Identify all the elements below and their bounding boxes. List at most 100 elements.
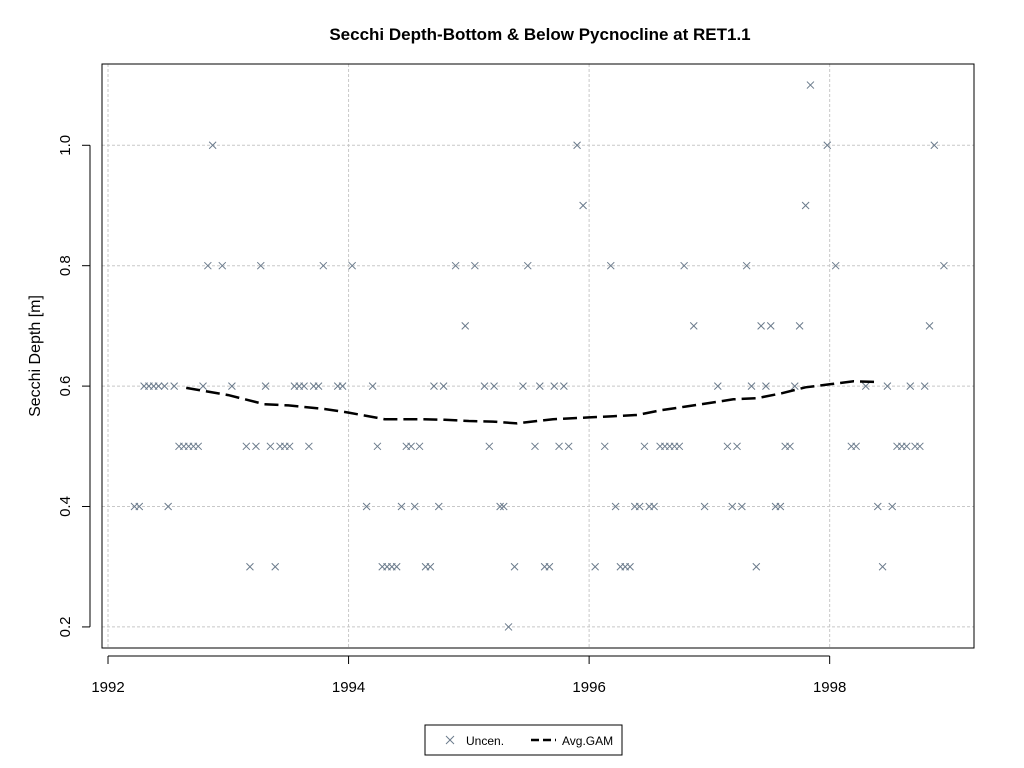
data-point	[252, 442, 260, 451]
data-point	[535, 382, 544, 390]
data-point	[203, 261, 212, 270]
data-point	[795, 322, 804, 330]
y-tick-label: 0.8	[57, 255, 74, 276]
data-point	[930, 141, 939, 150]
data-point	[906, 382, 915, 390]
y-tick-label: 1.0	[57, 135, 74, 156]
data-point	[485, 442, 494, 451]
data-point	[499, 502, 508, 511]
y-tick-label: 0.2	[57, 616, 74, 637]
data-point	[902, 442, 911, 451]
legend: Uncen. Avg.GAM	[424, 724, 623, 756]
data-point	[519, 382, 527, 390]
data-point	[626, 562, 634, 571]
data-point	[228, 382, 236, 390]
data-point	[591, 562, 599, 571]
data-point	[883, 382, 892, 390]
data-point	[766, 322, 775, 330]
data-point	[747, 382, 756, 390]
gam-line	[185, 380, 875, 425]
legend-label-uncen: Uncen.	[466, 734, 504, 748]
legend-marker-uncen	[445, 735, 455, 745]
data-point	[373, 442, 382, 451]
data-points	[130, 81, 948, 631]
data-point	[305, 442, 313, 451]
data-point	[368, 382, 377, 390]
data-point	[606, 261, 615, 270]
data-point	[852, 442, 860, 451]
data-point	[713, 382, 722, 390]
data-point	[728, 502, 737, 511]
data-point	[392, 562, 401, 571]
data-point	[600, 442, 609, 451]
data-point	[271, 562, 280, 571]
data-point	[471, 261, 479, 270]
data-point	[490, 382, 498, 390]
data-point	[218, 261, 227, 270]
data-point	[154, 382, 163, 390]
data-point	[362, 502, 371, 511]
chart-title: Secchi Depth-Bottom & Below Pycnocline a…	[329, 25, 750, 44]
data-point	[635, 502, 644, 511]
data-point	[700, 502, 709, 511]
y-tick-label: 0.4	[57, 496, 74, 517]
data-point	[504, 623, 513, 631]
plot-border	[101, 63, 975, 649]
data-point	[786, 442, 794, 451]
data-point	[208, 141, 217, 150]
data-point	[790, 382, 799, 390]
data-point	[242, 442, 251, 451]
data-point	[410, 502, 419, 511]
data-point	[742, 261, 751, 270]
data-point	[831, 261, 840, 270]
data-point	[496, 502, 504, 511]
data-point	[170, 382, 179, 390]
data-point	[451, 261, 460, 270]
x-tick-label: 1998	[813, 679, 846, 696]
data-point	[762, 382, 770, 390]
data-point	[194, 442, 203, 451]
data-point	[550, 382, 559, 390]
data-point	[611, 502, 620, 511]
grid	[102, 64, 974, 648]
data-point	[888, 502, 897, 511]
data-point	[461, 322, 470, 330]
data-point	[266, 442, 275, 451]
data-point	[560, 382, 568, 390]
data-point	[160, 382, 169, 390]
data-point	[338, 382, 347, 390]
data-point	[675, 442, 684, 451]
x-tick-label: 1996	[572, 679, 605, 696]
data-point	[723, 442, 732, 451]
data-point	[199, 382, 207, 390]
data-point	[415, 442, 424, 451]
y-axis-label: Secchi Depth [m]	[27, 295, 44, 417]
data-point	[261, 382, 270, 390]
y-axis: 0.2 0.4 0.6 0.8 1.0	[57, 135, 91, 637]
data-point	[916, 442, 924, 451]
data-point	[300, 382, 308, 390]
data-point	[757, 322, 765, 330]
data-point	[738, 502, 746, 511]
data-point	[555, 442, 563, 451]
data-point	[920, 382, 929, 390]
data-point	[397, 502, 406, 511]
y-tick-label: 0.6	[57, 376, 74, 397]
data-point	[752, 562, 761, 571]
data-point	[430, 382, 438, 390]
data-point	[806, 81, 815, 89]
data-point	[873, 502, 882, 511]
data-point	[573, 141, 581, 150]
data-point	[776, 502, 785, 511]
legend-label-gam: Avg.GAM	[562, 734, 613, 748]
data-point	[439, 382, 448, 390]
data-point	[407, 442, 415, 451]
data-point	[925, 322, 934, 330]
x-tick-label: 1992	[91, 679, 124, 696]
data-point	[733, 442, 741, 451]
data-point	[348, 261, 357, 270]
data-point	[861, 382, 870, 390]
x-axis: 1992 1994 1996 1998	[91, 655, 846, 696]
x-tick-label: 1994	[332, 679, 365, 696]
